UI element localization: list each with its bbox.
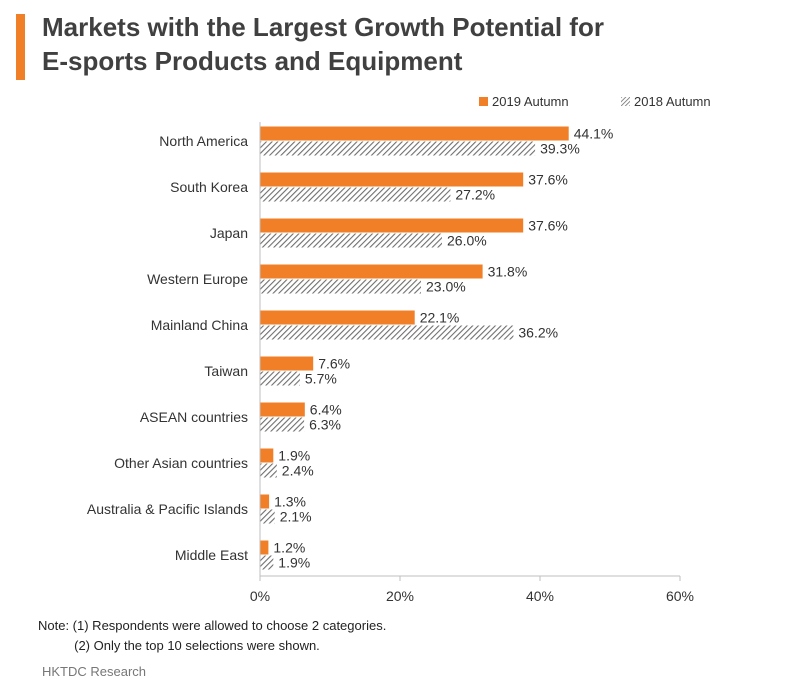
footnote-line-1: Note: (1) Respondents were allowed to ch…: [38, 618, 387, 633]
bar-2019: [260, 356, 314, 371]
source-credit: HKTDC Research: [42, 664, 147, 679]
data-label-2019: 44.1%: [574, 126, 614, 142]
bar-2018: [260, 509, 275, 524]
bar-2018: [260, 187, 451, 202]
data-label-2019: 7.6%: [318, 356, 350, 372]
legend-item-2019: 2019 Autumn: [479, 94, 569, 109]
legend-swatch-2018: [621, 97, 630, 106]
category-label: Mainland China: [151, 317, 248, 333]
bar-2019: [260, 218, 524, 233]
legend: 2019 Autumn 2018 Autumn: [0, 94, 798, 114]
legend-swatch-2019: [479, 97, 488, 106]
data-label-2018: 36.2%: [518, 325, 558, 341]
data-label-2019: 6.4%: [310, 402, 342, 418]
category-label: ASEAN countries: [140, 409, 248, 425]
bar-2018: [260, 279, 421, 294]
legend-label-2019: 2019 Autumn: [492, 94, 569, 109]
footnote-line-2: (2) Only the top 10 selections were show…: [38, 638, 320, 653]
category-label: Western Europe: [147, 271, 248, 287]
data-label-2018: 2.4%: [282, 463, 314, 479]
bar-2018: [260, 555, 274, 570]
category-label: North America: [159, 133, 248, 149]
data-label-2019: 22.1%: [420, 310, 460, 326]
data-label-2019: 31.8%: [488, 264, 528, 280]
x-tick-label: 20%: [386, 588, 414, 604]
category-label: Middle East: [175, 547, 248, 563]
bar-2018: [260, 371, 300, 386]
bar-2019: [260, 172, 524, 187]
data-label-2019: 1.3%: [274, 494, 306, 510]
data-label-2019: 37.6%: [528, 218, 568, 234]
bar-2018: [260, 417, 305, 432]
bar-2018: [260, 463, 277, 478]
bar-2018: [260, 325, 514, 340]
data-label-2018: 6.3%: [309, 417, 341, 433]
x-tick-label: 40%: [526, 588, 554, 604]
data-label-2019: 37.6%: [528, 172, 568, 188]
x-tick-label: 60%: [666, 588, 694, 604]
category-label: South Korea: [170, 179, 248, 195]
data-label-2018: 26.0%: [447, 233, 487, 249]
data-label-2018: 1.9%: [278, 555, 310, 571]
legend-item-2018: 2018 Autumn: [621, 94, 711, 109]
category-label: Other Asian countries: [114, 455, 248, 471]
x-tick-label: 0%: [250, 588, 270, 604]
data-label-2018: 5.7%: [305, 371, 337, 387]
bar-2019: [260, 264, 483, 279]
bar-2018: [260, 141, 536, 156]
data-label-2018: 39.3%: [540, 141, 580, 157]
bar-2018: [260, 233, 442, 248]
data-label-2018: 27.2%: [455, 187, 495, 203]
bar-2019: [260, 402, 305, 417]
footnote: Note: (1) Respondents were allowed to ch…: [38, 616, 386, 656]
bar-2019: [260, 494, 270, 509]
title-accent-bar: [16, 14, 25, 80]
bar-2019: [260, 310, 415, 325]
bar-2019: [260, 126, 569, 141]
chart-title-line-2: E-sports Products and Equipment: [42, 46, 463, 76]
category-label: Australia & Pacific Islands: [87, 501, 248, 517]
data-label-2018: 23.0%: [426, 279, 466, 295]
data-label-2019: 1.9%: [278, 448, 310, 464]
chart-title-line-1: Markets with the Largest Growth Potentia…: [42, 12, 604, 42]
bar-2019: [260, 540, 269, 555]
category-label: Japan: [210, 225, 248, 241]
data-label-2019: 1.2%: [273, 540, 305, 556]
data-label-2018: 2.1%: [280, 509, 312, 525]
legend-label-2018: 2018 Autumn: [634, 94, 711, 109]
bar-2019: [260, 448, 274, 463]
chart-title: Markets with the Largest Growth Potentia…: [42, 10, 604, 78]
category-label: Taiwan: [204, 363, 248, 379]
